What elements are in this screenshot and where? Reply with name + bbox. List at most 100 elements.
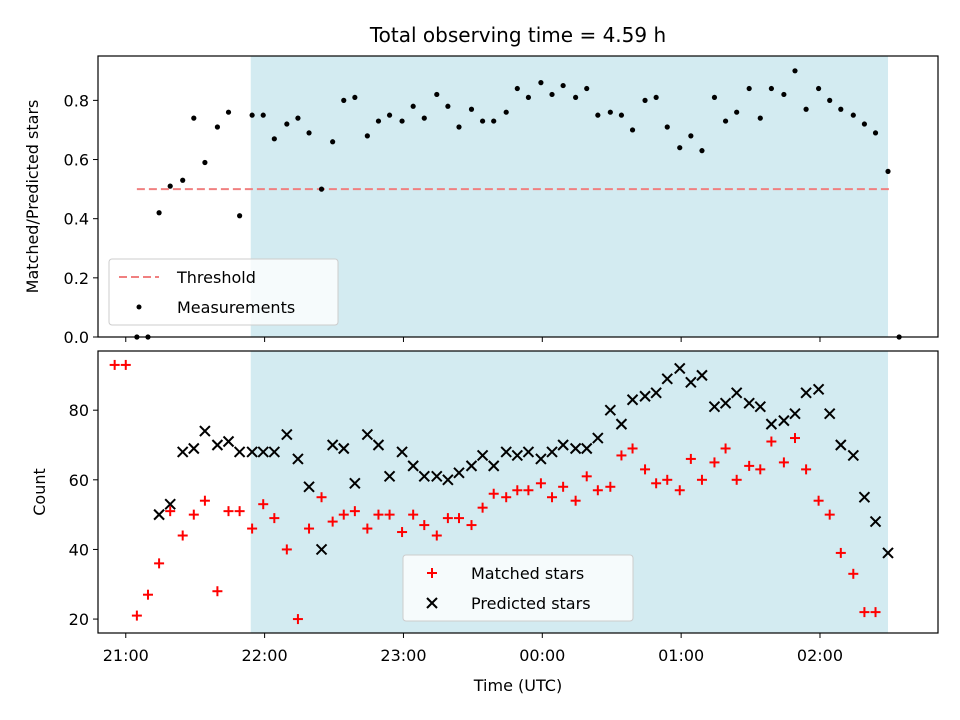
predicted-star-point (315, 543, 328, 556)
measurement-point (584, 85, 590, 92)
measurement-point (781, 91, 787, 98)
count-y-axis-label: Count (30, 468, 49, 516)
matched-star-point (501, 492, 512, 503)
predicted-star-point (442, 474, 454, 486)
predicted-star-point (800, 387, 812, 399)
legend-matched-swatch (427, 568, 437, 578)
matched-star-point (640, 464, 651, 475)
predicted-star-point (396, 446, 408, 458)
measurement-point (445, 103, 451, 109)
predicted-star-point (719, 397, 732, 409)
predicted-star-point (476, 449, 489, 462)
measurement-point (872, 130, 879, 136)
matched-star-point (234, 506, 245, 517)
matched-star-point (109, 359, 120, 370)
measurement-point (838, 106, 844, 112)
predicted-star-point (338, 442, 350, 455)
predicted-star-point (674, 362, 686, 375)
ratio-y-axis: 0.0 0.2 0.4 0.6 0.8 (64, 91, 98, 347)
matched-star-point (558, 481, 569, 492)
chart-title: Total observing time = 4.59 h (369, 23, 666, 47)
matched-star-point (373, 509, 384, 520)
predicted-star-point (511, 449, 524, 462)
predicted-star-point (326, 439, 339, 451)
matched-star-point (397, 527, 408, 538)
measurement-point (803, 106, 809, 112)
count-legend: Matched stars Predicted stars (402, 554, 634, 622)
matched-star-point (744, 460, 755, 471)
predicted-star-point (176, 446, 189, 458)
matched-star-point (258, 499, 269, 510)
matched-star-point (674, 485, 685, 496)
measurement-point (468, 106, 475, 112)
x-tick-label: 22:00 (242, 646, 288, 665)
predicted-star-point (835, 439, 847, 451)
y-tick-label: 0.6 (64, 151, 89, 170)
matched-star-point (281, 544, 292, 555)
matched-star-point (535, 478, 546, 489)
ratio-x-ticks (125, 337, 821, 342)
matched-star-point (269, 513, 280, 524)
matched-star-point (188, 509, 199, 520)
measurement-point (410, 103, 416, 109)
count-axes-frame (97, 350, 939, 634)
measurement-point (399, 118, 405, 124)
matched-star-point (696, 474, 707, 485)
matched-star-point (142, 589, 153, 600)
matched-star-point (778, 457, 789, 468)
predicted-star-point (812, 383, 825, 396)
y-tick-label: 0.4 (64, 210, 89, 229)
predicted-star-point (696, 369, 708, 382)
legend-predicted-label: Predicted stars (471, 594, 591, 613)
matched-star-point (131, 610, 142, 621)
x-tick-label: 21:00 (103, 646, 149, 665)
measurement-point (202, 159, 208, 166)
matched-star-point (327, 516, 338, 527)
y-tick-label: 0.2 (64, 269, 89, 288)
predicted-star-point (211, 439, 224, 451)
matched-star-point (848, 568, 859, 579)
x-tick-label: 02:00 (797, 646, 843, 665)
predicted-star-point (361, 428, 374, 441)
measurement-point (827, 97, 833, 103)
matched-star-point (813, 495, 824, 506)
matched-star-point (304, 523, 315, 534)
measurement-point (434, 91, 440, 98)
x-tick-label: 00:00 (519, 646, 565, 665)
predicted-star-point (546, 446, 558, 458)
matched-star-point (120, 359, 131, 370)
matched-star-point (453, 513, 464, 524)
measurement-point (595, 112, 601, 118)
measurement-point (514, 85, 520, 92)
x-tick-label: 01:00 (658, 646, 704, 665)
measurement-point (421, 115, 427, 121)
predicted-star-point (581, 442, 593, 455)
predicted-star-point (487, 460, 500, 472)
ratio-y-axis-label: Matched/Predicted stars (23, 100, 42, 294)
y-tick-label: 0.8 (64, 91, 89, 110)
predicted-star-point (535, 453, 547, 465)
matched-star-point (442, 513, 453, 524)
matched-star-point (859, 607, 870, 618)
predicted-star-point (869, 515, 882, 528)
predicted-star-point (639, 390, 651, 402)
measurement-point (768, 85, 774, 92)
ratio-panel: 0.00.20.40.60.8 Matched/Predicted stars … (23, 55, 939, 347)
measurement-point (306, 130, 312, 136)
matched-star-point (523, 485, 534, 496)
measurement-point (885, 168, 891, 174)
predicted-star-point (743, 397, 755, 409)
measurement-point (560, 82, 566, 89)
predicted-star-point (383, 470, 396, 483)
measurement-point (792, 68, 798, 74)
measurement-point (386, 112, 393, 118)
matched-star-point (824, 509, 835, 520)
measurement-point (295, 115, 301, 121)
measurement-point (260, 112, 266, 118)
measurement-point (191, 115, 197, 121)
measurement-point (815, 85, 822, 92)
measurement-point (491, 118, 497, 124)
predicted-star-point (604, 404, 617, 416)
matched-star-point (570, 495, 581, 506)
predicted-star-point (188, 442, 200, 455)
